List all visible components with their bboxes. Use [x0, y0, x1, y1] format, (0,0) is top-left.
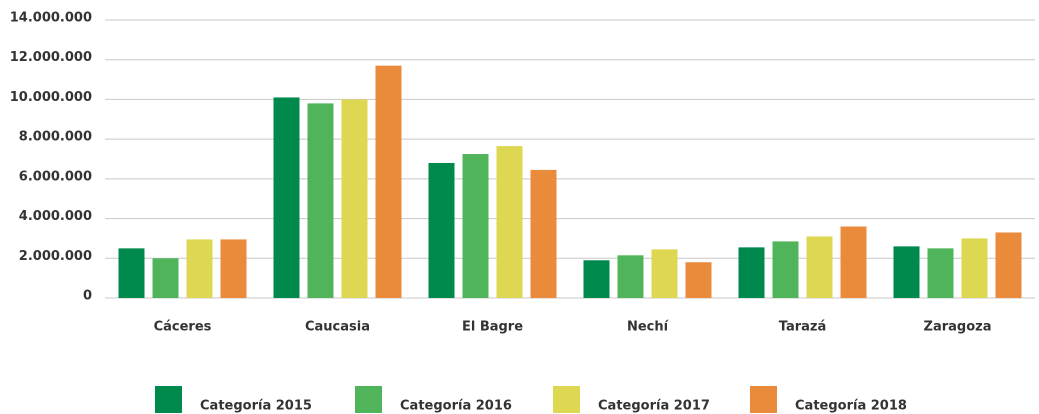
y-tick-label: 8.000.000 — [19, 130, 92, 145]
x-tick-label: Nechí — [627, 320, 670, 335]
bar — [530, 169, 557, 298]
bar — [738, 247, 765, 298]
x-tick-label: Tarazá — [779, 320, 827, 335]
bar — [651, 249, 678, 298]
x-tick-label: Zaragoza — [924, 320, 992, 335]
legend-label: Categoría 2018 — [795, 399, 907, 414]
bar — [685, 262, 712, 298]
bar — [152, 258, 179, 298]
bar — [840, 226, 867, 298]
bar — [307, 103, 334, 299]
bar — [341, 99, 368, 298]
legend-label: Categoría 2015 — [200, 399, 312, 414]
legend-swatch — [553, 386, 580, 413]
bar — [118, 248, 145, 298]
y-tick-label: 4.000.000 — [19, 209, 92, 224]
bar — [375, 65, 402, 299]
legend-swatch — [750, 386, 777, 413]
x-tick-label: El Bagre — [462, 320, 523, 335]
bar — [496, 146, 523, 298]
bar — [428, 162, 455, 298]
legend-swatch — [155, 386, 182, 413]
y-tick-label: 12.000.000 — [10, 50, 92, 65]
bar — [583, 260, 610, 298]
bar — [893, 246, 920, 298]
bar — [617, 255, 644, 298]
bar — [220, 239, 247, 298]
bar — [186, 239, 213, 298]
bar — [995, 232, 1022, 298]
y-tick-label: 6.000.000 — [19, 169, 92, 184]
legend-label: Categoría 2016 — [400, 399, 512, 414]
bar — [806, 236, 833, 298]
x-tick-label: Cáceres — [154, 320, 212, 335]
y-tick-label: 14.000.000 — [10, 11, 92, 26]
bar — [961, 238, 988, 298]
bar — [462, 154, 489, 298]
y-tick-label: 2.000.000 — [19, 249, 92, 264]
legend-swatch — [355, 386, 382, 413]
legend-label: Categoría 2017 — [598, 399, 710, 414]
x-tick-label: Caucasia — [305, 320, 370, 335]
y-tick-label: 10.000.000 — [10, 90, 92, 105]
bar — [927, 248, 954, 298]
y-tick-label: 0 — [83, 289, 92, 304]
bar — [273, 97, 300, 298]
bar — [772, 241, 799, 298]
